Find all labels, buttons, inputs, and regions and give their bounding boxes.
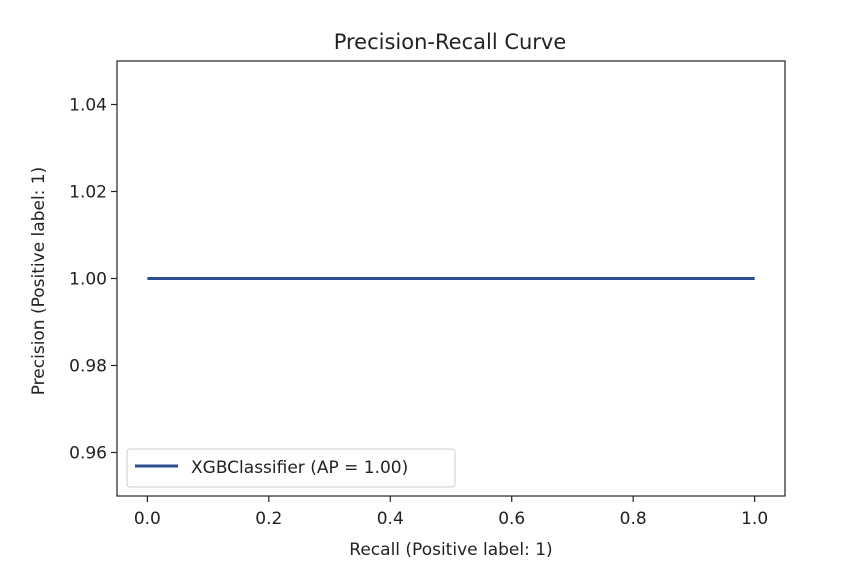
chart-title: Precision-Recall Curve [334, 30, 567, 54]
x-tick-label: 0.0 [134, 509, 161, 529]
y-tick-label: 1.00 [69, 270, 107, 290]
y-axis-label: Precision (Positive label: 1) [29, 167, 49, 396]
legend-box [126, 448, 456, 488]
y-tick-label: 0.98 [69, 357, 107, 377]
x-tick-label: 1.0 [741, 509, 768, 529]
y-tick-label: 1.02 [69, 183, 107, 203]
x-tick-label: 0.6 [498, 509, 525, 529]
y-axis: 0.96 0.98 1.00 1.02 1.04 [69, 96, 117, 464]
x-axis-label: Recall (Positive label: 1) [349, 540, 552, 560]
x-tick-label: 0.2 [255, 509, 282, 529]
y-tick-label: 0.96 [69, 444, 107, 464]
y-tick-label: 1.04 [69, 96, 107, 116]
legend: XGBClassifier (AP = 1.00) [126, 448, 456, 488]
x-tick-label: 0.4 [377, 509, 404, 529]
legend-entry-label: XGBClassifier (AP = 1.00) [191, 458, 408, 478]
x-tick-label: 0.8 [620, 509, 647, 529]
x-axis: 0.0 0.2 0.4 0.6 0.8 1.0 [134, 496, 768, 529]
